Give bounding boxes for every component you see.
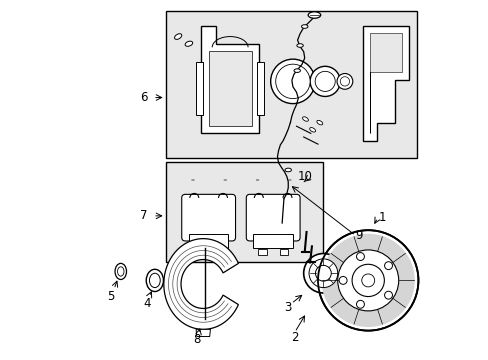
Circle shape	[275, 64, 309, 99]
Bar	[253, 234, 292, 248]
Text: 1: 1	[378, 211, 386, 224]
Polygon shape	[196, 329, 210, 337]
Circle shape	[303, 253, 343, 293]
Circle shape	[308, 259, 337, 288]
Circle shape	[317, 230, 418, 330]
Polygon shape	[201, 26, 258, 134]
Ellipse shape	[146, 269, 163, 292]
Bar	[196, 62, 203, 116]
Polygon shape	[163, 239, 238, 329]
Text: 6: 6	[140, 91, 147, 104]
Ellipse shape	[309, 127, 315, 132]
Text: 2: 2	[290, 331, 298, 344]
Polygon shape	[208, 51, 251, 126]
Bar	[165, 12, 416, 158]
Ellipse shape	[185, 41, 192, 46]
Bar	[258, 249, 266, 255]
Ellipse shape	[117, 267, 124, 276]
Ellipse shape	[301, 25, 307, 28]
Ellipse shape	[285, 168, 291, 172]
Circle shape	[351, 264, 384, 297]
Bar	[165, 162, 323, 262]
Circle shape	[337, 250, 398, 311]
FancyBboxPatch shape	[246, 194, 300, 241]
Ellipse shape	[149, 273, 160, 288]
Text: 10: 10	[297, 170, 312, 183]
Bar	[188, 234, 228, 248]
Circle shape	[270, 59, 314, 104]
Bar	[257, 62, 264, 116]
Circle shape	[340, 77, 349, 86]
Ellipse shape	[316, 120, 322, 125]
Circle shape	[356, 300, 364, 308]
Bar	[193, 249, 202, 255]
Ellipse shape	[302, 117, 308, 121]
Circle shape	[309, 66, 340, 96]
Circle shape	[384, 291, 392, 299]
Circle shape	[339, 276, 346, 284]
Ellipse shape	[174, 34, 182, 39]
Polygon shape	[369, 33, 402, 134]
Bar	[215, 249, 223, 255]
Circle shape	[315, 265, 330, 281]
Text: 4: 4	[143, 297, 150, 310]
Ellipse shape	[307, 12, 320, 18]
Polygon shape	[362, 26, 408, 140]
Circle shape	[361, 274, 374, 287]
Text: 5: 5	[107, 290, 115, 303]
FancyBboxPatch shape	[182, 194, 235, 241]
Circle shape	[356, 253, 364, 261]
Circle shape	[314, 71, 335, 91]
Text: 3: 3	[283, 301, 291, 314]
Ellipse shape	[293, 69, 300, 72]
Text: 8: 8	[193, 333, 201, 346]
Ellipse shape	[115, 264, 126, 279]
Text: 7: 7	[140, 210, 147, 222]
Bar	[279, 249, 287, 255]
Circle shape	[336, 73, 352, 89]
Ellipse shape	[296, 44, 303, 47]
Text: 9: 9	[355, 229, 362, 242]
Circle shape	[384, 262, 392, 270]
